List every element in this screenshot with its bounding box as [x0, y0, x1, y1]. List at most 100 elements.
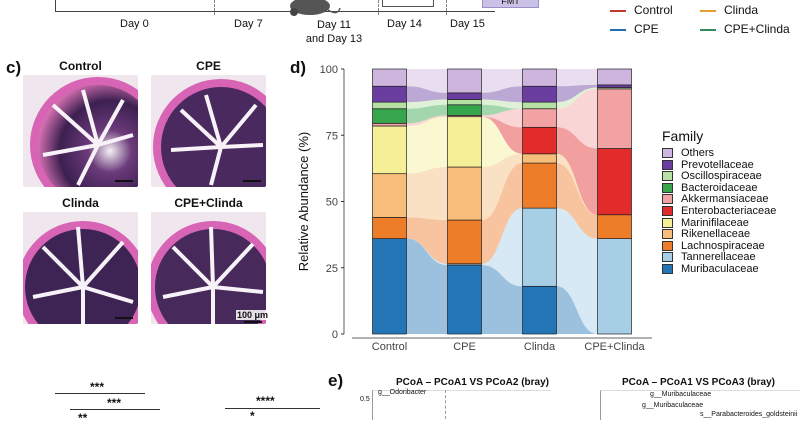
- legend-control-line: [610, 10, 626, 12]
- legend-swatch: [662, 217, 673, 228]
- x-tick-label-clinda: Clinda: [524, 341, 556, 353]
- y-tick-label: 75: [326, 130, 338, 142]
- bar-segment-control-others: [372, 68, 407, 87]
- pcoa1-label: g__Odoribacter: [378, 389, 427, 396]
- legend-swatch: [662, 171, 673, 182]
- day-label-14: Day 14: [387, 18, 422, 30]
- legend-label: Tannerellaceae: [681, 251, 756, 264]
- bar-segment-cpe-clinda-enterobacteriaceae: [597, 148, 632, 216]
- fmt-box: FMT: [482, 0, 539, 8]
- flow-prevotellaceae: [556, 84, 598, 103]
- flow-akkermansiaceae: [556, 88, 598, 149]
- flow-oscillospiraceae: [556, 87, 598, 109]
- legend-swatch: [662, 229, 673, 240]
- bar-segment-control-lachnospiraceae: [372, 217, 407, 239]
- flow-marinifilaceae: [406, 116, 448, 174]
- bar-segment-control-akkermansiaceae: [372, 122, 407, 127]
- histo-title-cpe: CPE: [196, 59, 221, 73]
- bar-segment-clinda-rikenellaceae: [522, 153, 557, 164]
- legend-title: Family: [662, 128, 704, 144]
- legend-label: Akkermansiaceae: [681, 193, 769, 206]
- sig-right-1: ****: [256, 394, 275, 408]
- chart-axes: 0 25 50 75 100 Relative Abundance (%) Control C…: [296, 64, 652, 353]
- legend-label: Bacteroidaceae: [681, 181, 758, 194]
- pcoa2-label-2: g__Muribaculaceae: [642, 402, 704, 409]
- bar-segment-control-oscillospiraceae: [372, 101, 407, 110]
- y-axis-label: Relative Abundance (%): [296, 132, 311, 271]
- y-tick-label: 50: [326, 197, 338, 209]
- flow-tannerellaceae: [556, 208, 598, 334]
- bar-segment-clinda-others: [522, 68, 557, 87]
- legend-label: Marinifilaceae: [681, 216, 749, 229]
- x-tick-label-cpe: CPE: [453, 341, 476, 353]
- sig-left-line-1: [55, 393, 145, 394]
- abundance-chart: 0 25 50 75 100 Relative Abundance (%) Control C…: [296, 64, 652, 353]
- flow-rikenellaceae: [556, 153, 598, 215]
- histology-image-control: [23, 75, 138, 187]
- legend-label: Lachnospiraceae: [681, 239, 765, 252]
- bar-segment-control-rikenellaceae: [372, 173, 407, 218]
- flow-tannerellaceae: [481, 208, 523, 287]
- flow-akkermansiaceae: [406, 115, 448, 126]
- timeline-dash-day14: [378, 0, 379, 15]
- sig-left-line-2: [70, 409, 160, 410]
- flow-bacteroidaceae: [481, 104, 523, 116]
- legend-label: Muribaculaceae: [681, 263, 759, 275]
- legend-swatch: [662, 194, 673, 205]
- sig-right-2: *: [250, 409, 255, 423]
- timeline-tick-start: [55, 0, 56, 12]
- bar-segment-cpe-lachnospiraceae: [447, 219, 482, 265]
- sig-right-line-1: [225, 408, 320, 409]
- legend-cpe-line: [610, 29, 626, 31]
- scale-bar-label: 100 μm: [236, 310, 270, 320]
- flow-others: [556, 69, 598, 87]
- flow-lachnospiraceae: [406, 217, 448, 264]
- timeline-dash-day15: [446, 0, 447, 15]
- bar-segment-cpe-clinda-lachnospiraceae: [597, 214, 632, 239]
- day-label-7: Day 7: [234, 18, 263, 30]
- timeline-box: [382, 0, 434, 7]
- bar-segment-clinda-enterobacteriaceae: [522, 126, 557, 155]
- pcoa1-tick: 0.5: [360, 396, 370, 403]
- flow-prevotellaceae: [481, 86, 523, 103]
- pcoa2-title: PCoA – PCoA1 VS PCoA3 (bray): [622, 377, 775, 388]
- flow-rikenellaceae: [481, 153, 523, 221]
- bar-segment-control-bacteroidaceae: [372, 108, 407, 124]
- flow-oscillospiraceae: [481, 99, 523, 109]
- bar-segment-clinda-muribaculaceae: [522, 285, 557, 335]
- legend-cpe-clinda-line: [700, 29, 716, 31]
- flow-enterobacteriaceae: [481, 116, 523, 154]
- histo-title-clinda: Clinda: [62, 196, 99, 210]
- bar-segment-cpe-clinda-others: [597, 68, 632, 86]
- histo-title-control: Control: [59, 59, 102, 73]
- bar-segment-cpe-oscillospiraceae: [447, 99, 482, 106]
- pcoa2-label-3: s__Parabacteroides_goldsteinii: [700, 411, 798, 418]
- histo-title-cpe-clinda: CPE+Clinda: [174, 196, 243, 210]
- flow-marinifilaceae: [481, 116, 523, 168]
- legend-swatch: [662, 148, 673, 158]
- legend-swatch: [662, 240, 673, 251]
- bar-segment-cpe-muribaculaceae: [447, 264, 482, 335]
- day-label-11-13: Day 11 and Day 13: [305, 19, 363, 45]
- panel-c-letter: c): [6, 58, 22, 77]
- flow-others: [481, 69, 523, 93]
- histology-image-cpe: [151, 75, 266, 187]
- legend-clinda-line: [700, 10, 716, 12]
- pcoa2-plot: [600, 390, 800, 420]
- pcoa1-plot: [372, 390, 551, 420]
- y-tick-label: 100: [320, 64, 338, 76]
- mouse-icon: [290, 0, 341, 16]
- flow-lachnospiraceae: [556, 163, 598, 239]
- legend-swatch: [662, 252, 673, 263]
- chart-flows: [406, 69, 598, 334]
- x-tick-label-cpe-clinda: CPE+Clinda: [584, 341, 645, 353]
- flow-tannerellaceae: [406, 238, 448, 266]
- bar-segment-cpe-marinifilaceae: [447, 116, 482, 168]
- bar-segment-clinda-akkermansiaceae: [522, 108, 557, 128]
- sig-left-3: **: [78, 411, 88, 425]
- timeline-axis: [55, 11, 495, 12]
- timeline-dash-day7: [214, 0, 215, 15]
- bar-segment-control-muribaculaceae: [372, 238, 407, 335]
- flow-rikenellaceae: [406, 167, 448, 221]
- pcoa1-dash: [445, 390, 446, 419]
